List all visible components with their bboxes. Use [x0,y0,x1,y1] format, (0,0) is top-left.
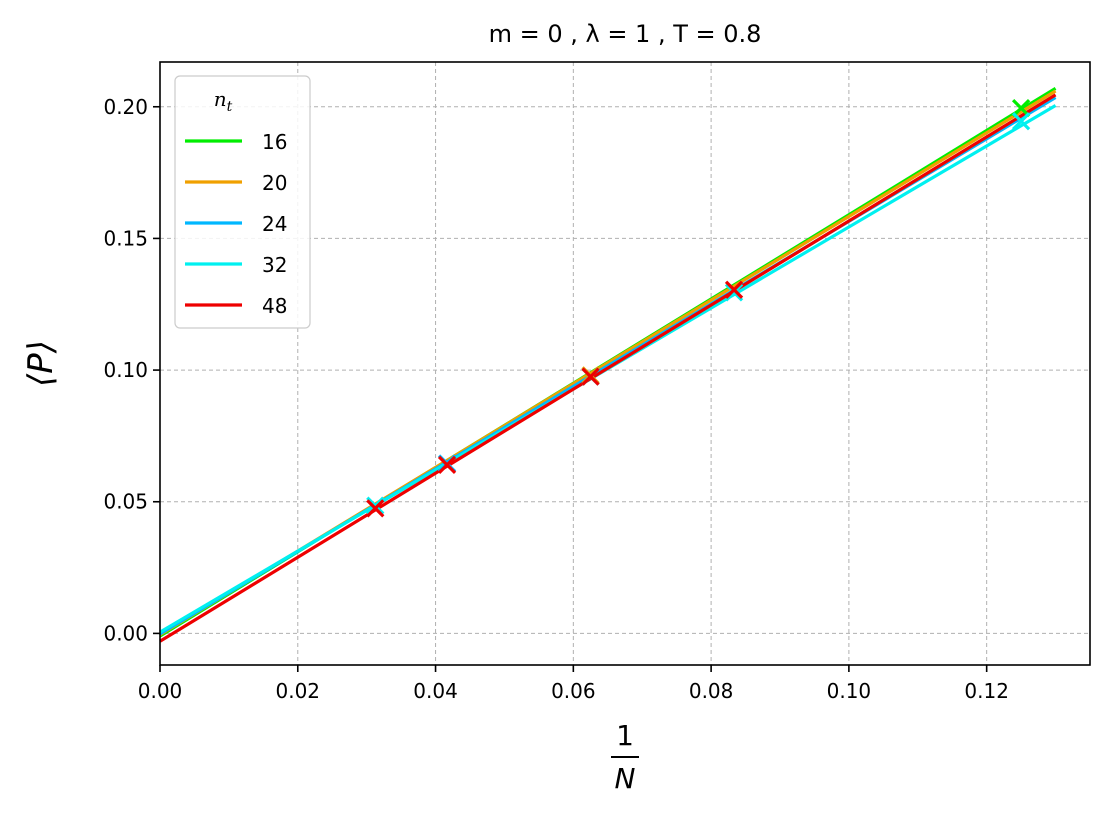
legend-label-32: 32 [262,253,287,277]
data-point-32 [1011,112,1031,131]
series-lines [159,86,1057,643]
legend-title: nt [214,87,233,115]
legend-label-16: 16 [262,130,287,154]
x-tick-label: 0.00 [138,679,183,703]
series-line-48 [159,93,1057,643]
plot-frame [159,61,1091,666]
series-points [366,98,1031,518]
legend-label-20: 20 [262,171,287,195]
legend: nt 16 20 24 32 48 [174,75,311,329]
x-tick-label: 0.08 [689,679,734,703]
data-point-32 [366,496,385,515]
x-tick-label: 0.06 [551,679,596,703]
grid [159,62,1090,665]
data-point-16 [1011,98,1031,118]
legend-label-48: 48 [262,294,287,318]
x-tick-label: 0.10 [827,679,872,703]
x-axis-label: 1 N [611,719,639,795]
legend-label-24: 24 [262,212,287,236]
y-tick-label: 0.15 [103,226,148,250]
x-axis-ticks: 0.00 0.02 0.04 0.06 0.08 0.10 0.12 [138,665,1009,703]
data-point-48 [724,280,744,299]
x-axis-label-numerator: 1 [616,719,634,752]
x-tick-label: 0.04 [413,679,458,703]
y-tick-label: 0.10 [103,358,148,382]
x-axis-label-denominator: N [615,762,636,795]
data-point-48 [581,367,600,386]
data-point-32 [724,283,744,302]
data-point-48 [437,455,457,475]
y-axis-ticks: 0.00 0.05 0.10 0.15 0.20 [103,95,160,645]
y-tick-label: 0.00 [103,621,148,645]
x-tick-label: 0.12 [964,679,1009,703]
y-tick-label: 0.20 [103,95,148,119]
data-point-48 [366,499,385,518]
legend-box [174,75,311,329]
x-tick-label: 0.02 [276,679,321,703]
y-tick-label: 0.05 [103,490,148,514]
y-axis-label: ⟨P⟩ [21,340,61,387]
chart-title: m = 0 , λ = 1 , T = 0.8 [489,20,762,48]
